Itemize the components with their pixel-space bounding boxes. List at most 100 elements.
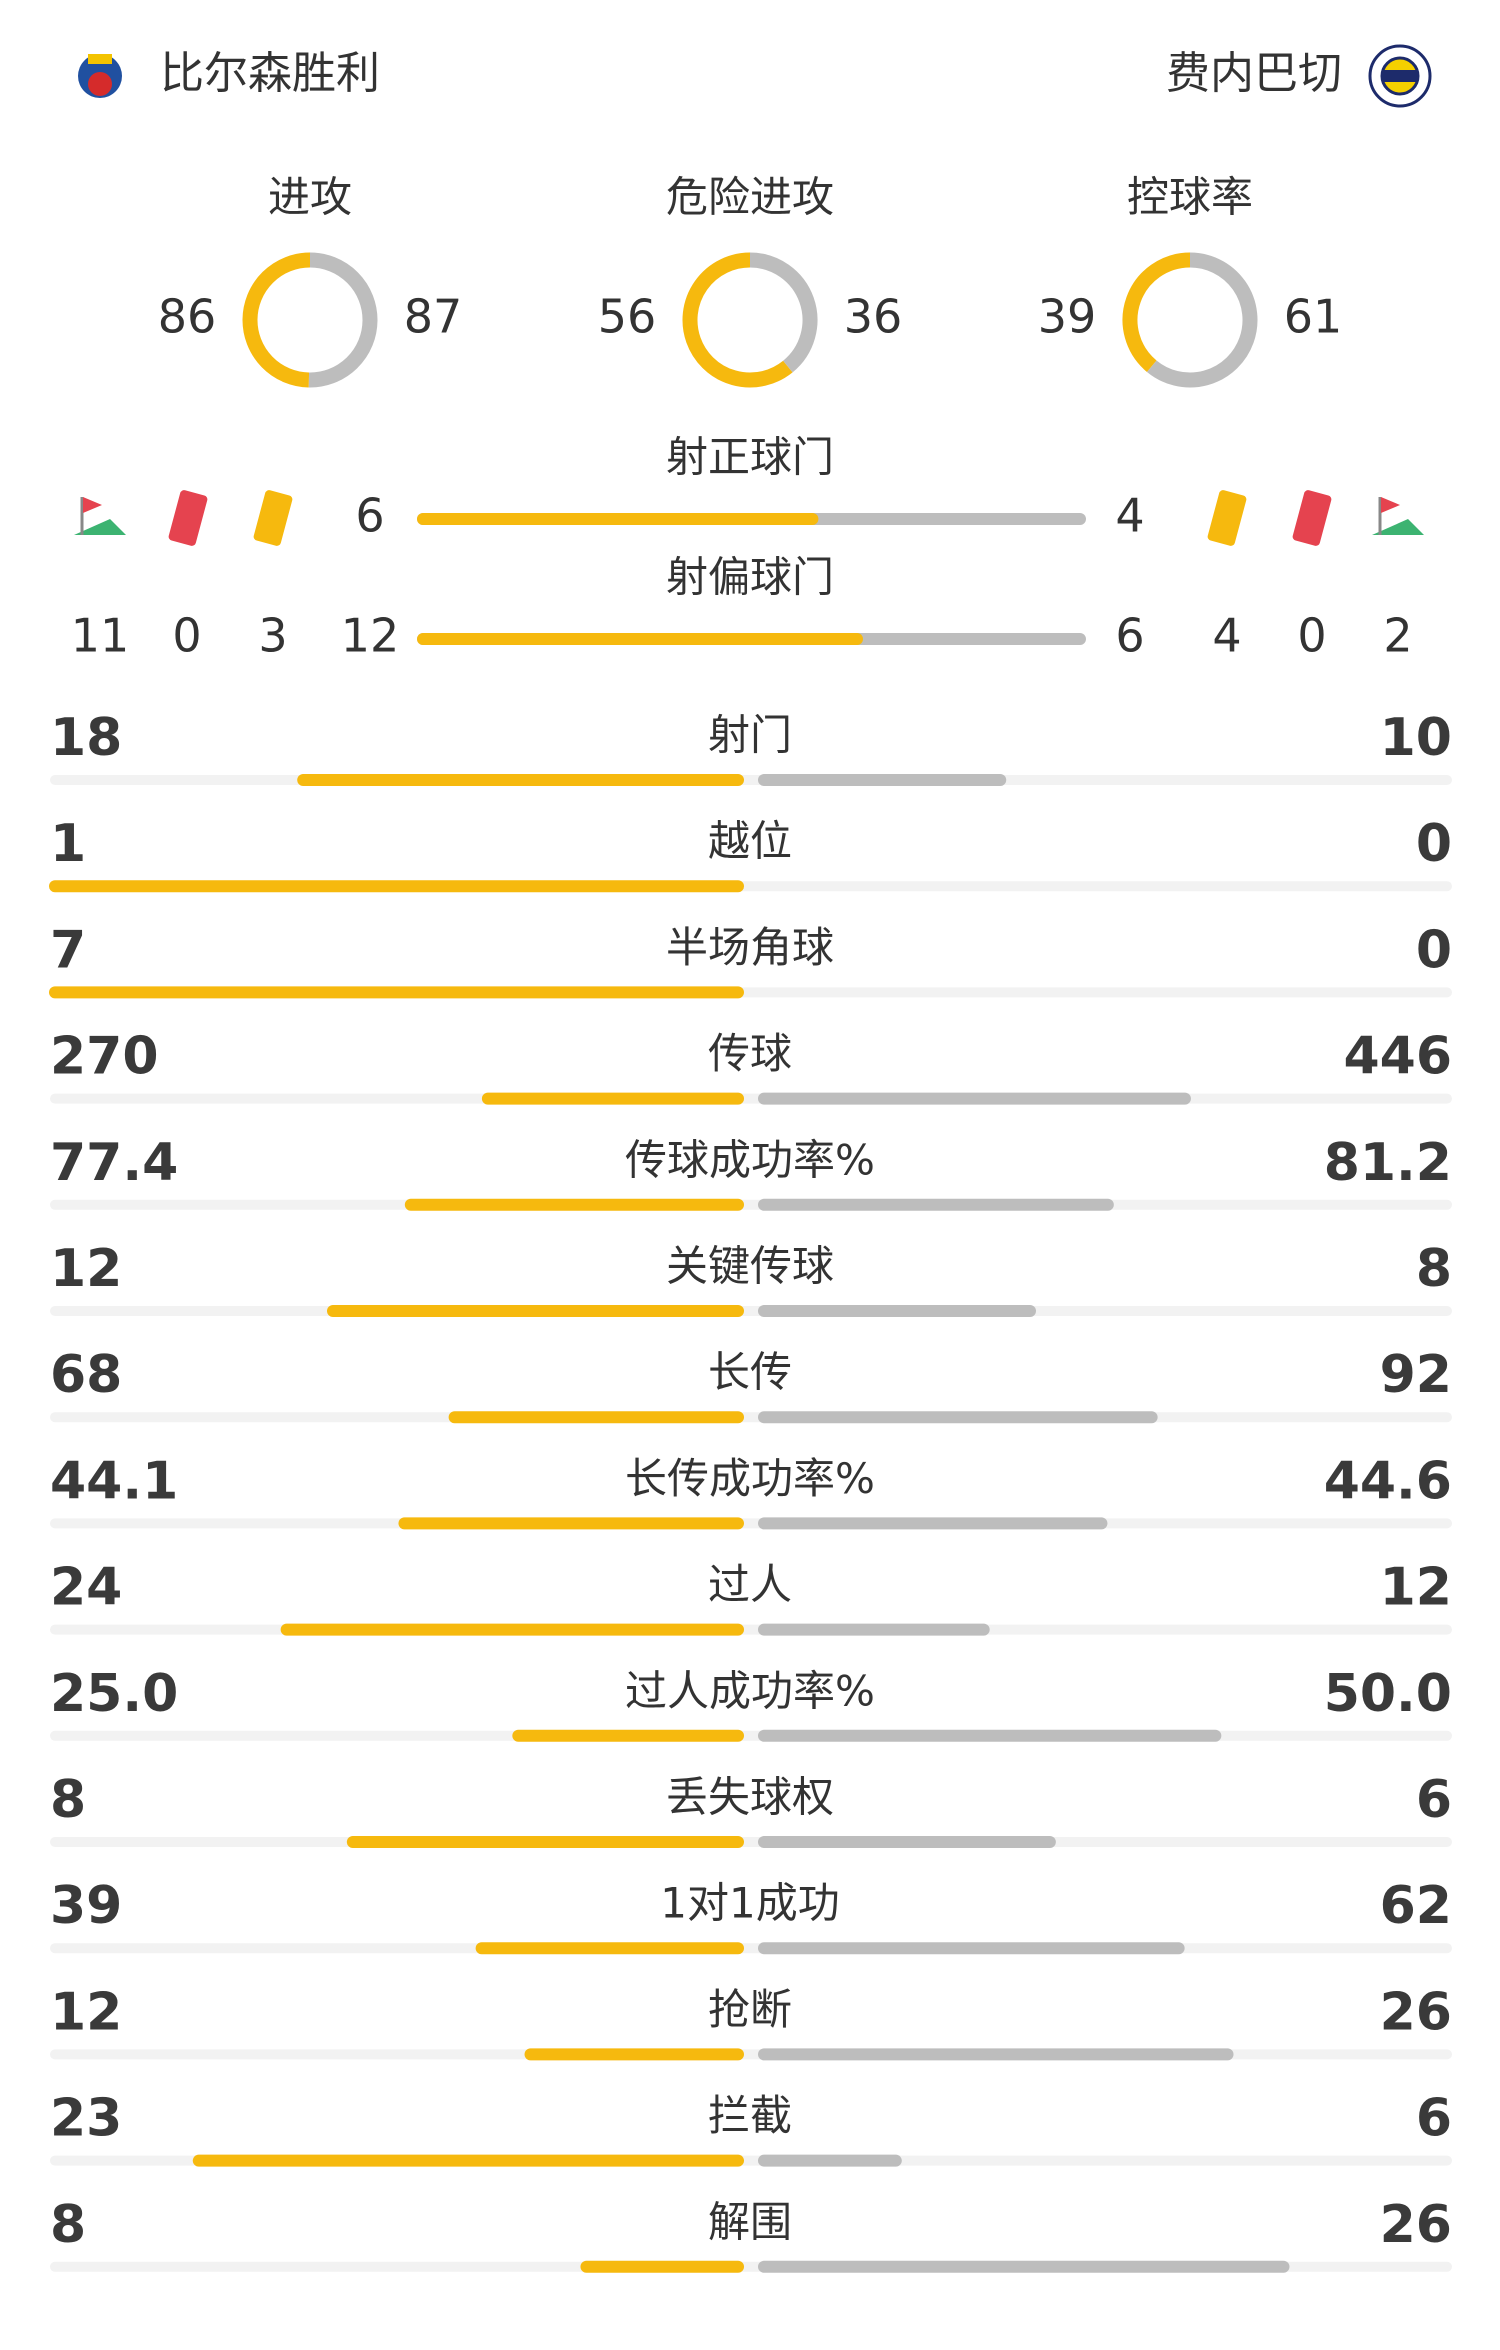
stat-label: 丢失球权 xyxy=(666,1773,834,1822)
ring-home xyxy=(1122,252,1191,373)
home-value: 39 xyxy=(1038,290,1097,344)
home-value: 77.4 xyxy=(50,1133,178,1193)
stat-label: 传球成功率% xyxy=(625,1135,875,1184)
bar-home xyxy=(417,633,863,645)
away-value: 26 xyxy=(1380,1982,1452,2042)
away-value: 87 xyxy=(404,290,463,344)
away-value: 61 xyxy=(1284,290,1343,344)
away-value: 92 xyxy=(1380,1345,1452,1405)
home-value: 39 xyxy=(50,1876,122,1936)
bar-away xyxy=(758,1198,1114,1211)
away-value: 6 xyxy=(1416,1770,1452,1830)
away-value: 0 xyxy=(1416,814,1452,874)
ring-away xyxy=(749,252,818,373)
away-value: 81.2 xyxy=(1324,1133,1452,1193)
bar-home xyxy=(49,880,744,893)
count-yellow: 4 xyxy=(1212,609,1241,663)
away-value: 36 xyxy=(844,290,903,344)
track xyxy=(50,2049,1452,2060)
track xyxy=(50,1093,1452,1104)
stat-label: 半场角球 xyxy=(666,923,834,972)
bar-home xyxy=(448,1411,744,1424)
home-logo xyxy=(78,54,122,98)
track xyxy=(50,1943,1452,1954)
bar-away xyxy=(758,2048,1234,2061)
bar-home xyxy=(475,1942,744,1955)
bar-home xyxy=(417,513,819,525)
ring-away xyxy=(1146,252,1258,388)
bar-home xyxy=(398,1517,744,1530)
home-value: 18 xyxy=(50,708,122,768)
bar-home xyxy=(481,1092,744,1105)
bar-home xyxy=(580,2260,744,2273)
bar-away xyxy=(758,1623,990,1636)
bar-home xyxy=(346,1836,744,1848)
bar-away xyxy=(758,774,1007,786)
stat-label: 抢断 xyxy=(708,1985,792,2034)
home-value: 12 xyxy=(50,1982,122,2042)
stat-label: 射门 xyxy=(708,711,792,760)
away-value: 446 xyxy=(1343,1027,1452,1087)
home-value: 23 xyxy=(50,2089,122,2149)
bar-away xyxy=(758,1092,1191,1105)
stat-label: 拦截 xyxy=(708,2091,792,2140)
bar-away xyxy=(758,2154,902,2167)
home-value: 12 xyxy=(341,609,400,663)
ring-away xyxy=(308,252,378,388)
corner-icon xyxy=(74,497,126,535)
stat-label: 传球 xyxy=(708,1029,792,1078)
home-value: 8 xyxy=(50,1770,86,1830)
home-value: 6 xyxy=(355,489,384,543)
bar-away xyxy=(758,2260,1290,2273)
bar-away xyxy=(758,1836,1056,1848)
home-value: 24 xyxy=(50,1558,122,1618)
bar-away xyxy=(758,1411,1158,1424)
track xyxy=(50,1730,1452,1741)
home-value: 25.0 xyxy=(50,1664,178,1724)
bar-away xyxy=(758,1517,1108,1530)
bar-home xyxy=(404,1198,744,1211)
away-value: 0 xyxy=(1416,920,1452,980)
away-value: 6 xyxy=(1416,2089,1452,2149)
home-value: 8 xyxy=(50,2195,86,2255)
away-value: 8 xyxy=(1416,1239,1452,1299)
away-value: 6 xyxy=(1115,609,1144,663)
home-value: 7 xyxy=(50,920,86,980)
home-value: 86 xyxy=(158,290,217,344)
bar-away xyxy=(758,1305,1036,1317)
count-red: 0 xyxy=(1297,609,1326,663)
yellow-card-icon xyxy=(1207,490,1247,546)
stat-label: 过人成功率% xyxy=(625,1666,875,1715)
away-team: 费内巴切 xyxy=(1166,48,1342,99)
track xyxy=(50,775,1452,785)
bar-home xyxy=(327,1305,744,1317)
bar-home xyxy=(512,1729,744,1742)
stat-label: 解围 xyxy=(708,2197,792,2246)
track xyxy=(50,1624,1452,1635)
home-value: 44.1 xyxy=(50,1451,178,1511)
ring-label: 危险进攻 xyxy=(666,173,834,222)
bar-home xyxy=(192,2154,745,2167)
bar-away xyxy=(758,1942,1185,1955)
away-logo xyxy=(1368,44,1432,108)
corner-icon xyxy=(1372,497,1424,535)
away-value: 50.0 xyxy=(1324,1664,1452,1724)
bar-away xyxy=(758,1729,1222,1742)
count-corners: 2 xyxy=(1383,609,1412,663)
yellow-card-icon xyxy=(253,490,293,546)
away-value: 4 xyxy=(1115,489,1144,543)
ring-label: 进攻 xyxy=(268,173,352,222)
count-yellow: 3 xyxy=(258,609,287,663)
stat-label: 越位 xyxy=(708,817,792,866)
away-value: 62 xyxy=(1380,1876,1452,1936)
count-red: 0 xyxy=(172,609,201,663)
home-value: 12 xyxy=(50,1239,122,1299)
home-value: 68 xyxy=(50,1345,122,1405)
track xyxy=(50,1837,1452,1847)
home-team: 比尔森胜利 xyxy=(160,48,380,99)
icons xyxy=(74,490,1424,546)
ring-home xyxy=(242,252,311,388)
track xyxy=(50,1199,1452,1210)
ring-home xyxy=(682,252,793,388)
